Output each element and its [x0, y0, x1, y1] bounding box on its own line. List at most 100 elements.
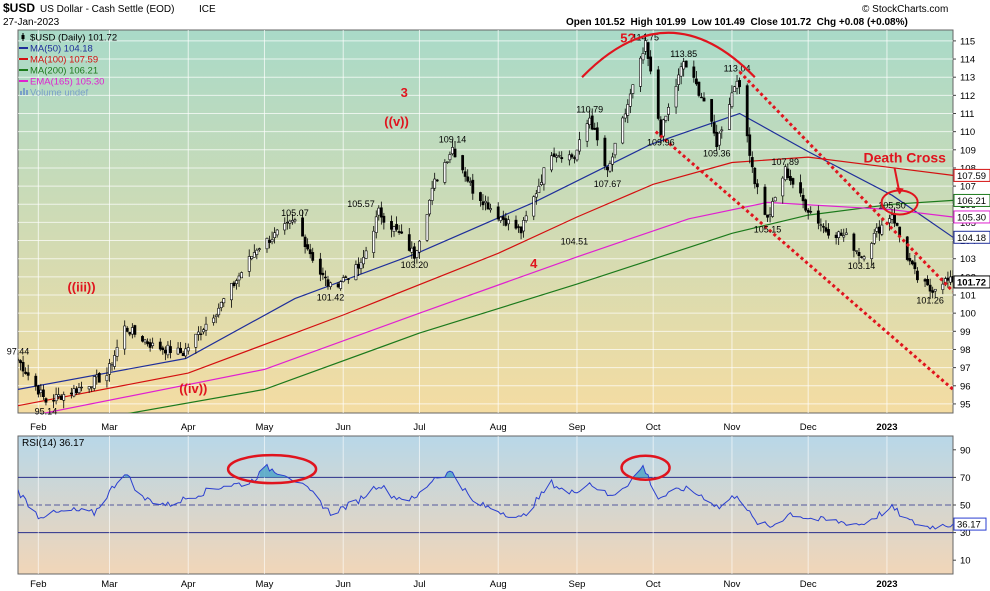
candle-body [877, 226, 881, 234]
candle-body [661, 119, 665, 137]
candle-body [110, 364, 114, 367]
month-label: Aug [490, 422, 507, 433]
rsi-overbought-area [124, 474, 130, 478]
candle-body [179, 347, 183, 354]
candle-body [273, 232, 277, 239]
candle-body [768, 214, 772, 217]
candle-body [898, 226, 902, 236]
candle-body [130, 327, 134, 335]
rsi-overbought-area [632, 465, 649, 478]
price-tick-label: 103 [960, 254, 976, 265]
month-label: Nov [724, 422, 741, 433]
watermark: © StockCharts.com [862, 4, 948, 15]
candle-body [682, 61, 686, 70]
candle-body [95, 374, 99, 378]
candle-body [659, 119, 663, 137]
last-tag-label: 107.59 [957, 171, 986, 182]
candle-body [166, 344, 170, 356]
candle-body [390, 221, 393, 230]
moving-average-lines [18, 112, 953, 413]
price-tick-label: 113 [960, 73, 975, 84]
candle-body [537, 185, 541, 194]
candle-body [303, 236, 307, 248]
candle-body [575, 149, 579, 161]
candle-body [18, 359, 20, 361]
candle-body [186, 347, 190, 352]
candle-body [710, 99, 714, 122]
death-cross-arrowhead [895, 187, 904, 195]
candle-body [870, 243, 874, 260]
candle-body [834, 234, 838, 238]
price-label: 101.26 [916, 295, 944, 305]
rsi-annotations [226, 453, 671, 485]
candle-body [435, 179, 439, 182]
candle-body [232, 282, 236, 287]
month-label: Sep [569, 422, 586, 433]
candle-body [674, 86, 678, 108]
candle-body [819, 224, 823, 226]
price-tick-label: 115 [960, 36, 975, 47]
candle-body [692, 66, 696, 78]
candle-body [593, 127, 597, 130]
legend-swatch [21, 35, 25, 39]
candle-body [872, 233, 876, 244]
candle-body [59, 395, 63, 400]
candle-body [42, 389, 45, 397]
candle-body [346, 278, 350, 280]
candle-body [97, 373, 101, 383]
candle-body [392, 226, 396, 232]
candle-body [235, 280, 238, 285]
last-tag-box [953, 230, 990, 244]
legend-entry: $USD (Daily) 101.72 [30, 33, 117, 44]
chart-symbol: $USD [3, 1, 35, 15]
candle-body [641, 53, 645, 61]
candle-body [468, 181, 472, 183]
candle-body [169, 346, 172, 353]
candle-body [522, 220, 526, 232]
ohlc-readout: Open 101.52 High 101.99 Low 101.49 Close… [566, 17, 908, 28]
candle-body [928, 284, 932, 292]
candle-body [92, 376, 96, 389]
price-tick-label: 95 [960, 399, 971, 410]
top-arc [581, 31, 756, 78]
candle-body [573, 157, 576, 159]
candle-body [291, 220, 294, 223]
ma-line-ma200 [127, 199, 953, 413]
legend-entry: Volume undef [30, 88, 88, 99]
price-tick-label: 99 [960, 327, 971, 338]
candle-body [364, 250, 368, 259]
candle-body [697, 81, 701, 96]
candle-body [694, 78, 698, 85]
candle-body [141, 336, 144, 342]
candle-body [677, 74, 680, 85]
candle-body [738, 80, 741, 88]
candle-body [196, 331, 200, 335]
rsi-tick-label: 70 [960, 473, 971, 484]
candle-body [62, 394, 66, 401]
candle-body [895, 222, 899, 226]
price-label: 103.20 [401, 260, 429, 270]
candle-body [39, 389, 43, 394]
candle-body [377, 207, 381, 216]
candle-body [755, 183, 759, 188]
candle-body [783, 166, 787, 180]
candle-body [230, 283, 233, 301]
candle-body [788, 175, 792, 181]
candle-body [257, 248, 261, 250]
candle-body [822, 226, 825, 228]
price-label: 105.15 [754, 225, 782, 235]
rsi-series [18, 463, 953, 530]
candle-body [595, 127, 599, 141]
candle-body [321, 272, 325, 276]
candle-body [501, 216, 505, 220]
candle-body [407, 234, 411, 251]
price-label: 105.57 [347, 199, 375, 209]
price-label: 104.51 [561, 236, 589, 246]
candle-body [781, 177, 785, 197]
rsi-tick-label: 10 [960, 556, 971, 567]
candle-body [237, 275, 241, 281]
candle-body [151, 342, 155, 347]
candle-body [550, 155, 553, 171]
candle-body [461, 155, 465, 171]
